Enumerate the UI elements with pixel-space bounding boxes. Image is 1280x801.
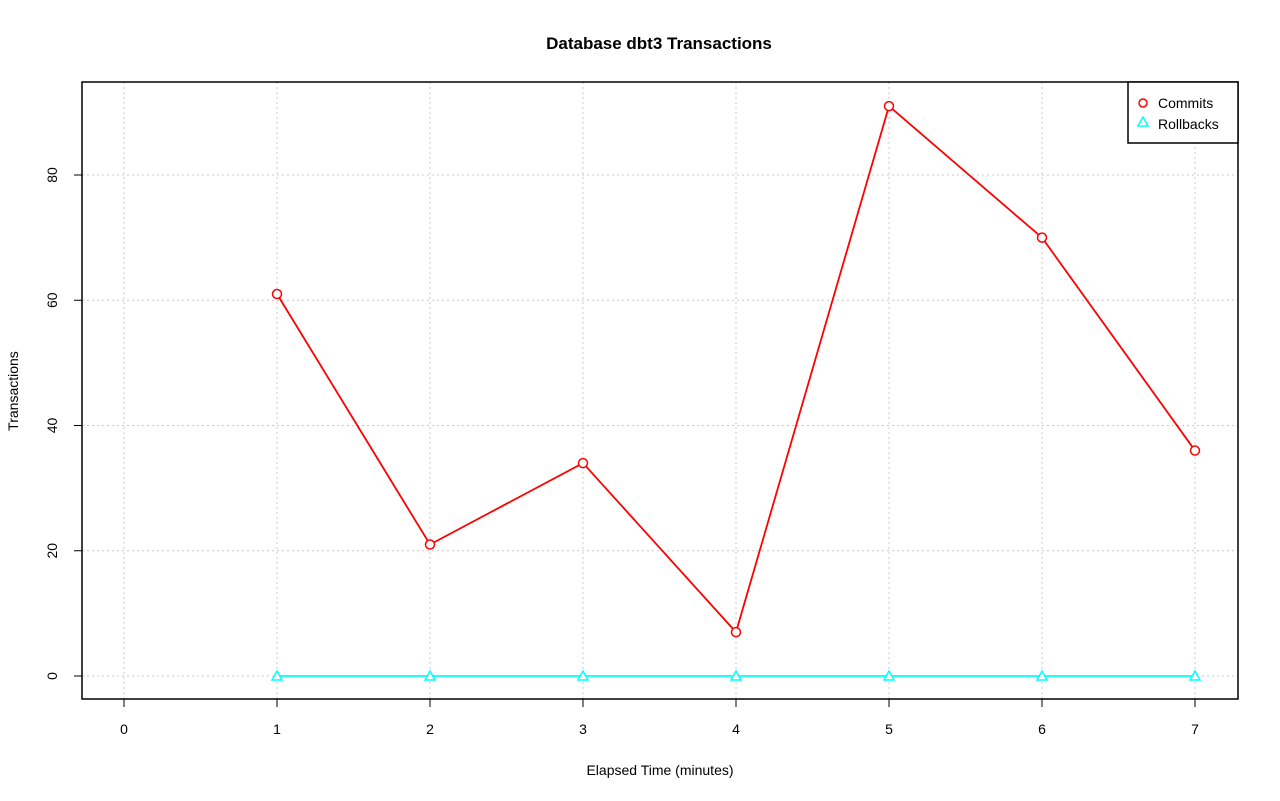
- legend-commits-marker: [1138, 98, 1148, 108]
- y-axis-label: Transactions: [5, 351, 21, 431]
- data-point-rollbacks: [729, 669, 743, 681]
- x-tick-label: 0: [120, 721, 128, 737]
- x-tick-label: 4: [732, 721, 740, 737]
- legend: Commits Rollbacks: [1127, 81, 1239, 144]
- x-tick-label: 1: [273, 721, 281, 737]
- data-point-rollbacks: [1035, 669, 1049, 681]
- data-point-commits: [424, 539, 436, 550]
- x-tick-label: 3: [579, 721, 587, 737]
- x-tick-label: 2: [426, 721, 434, 737]
- data-point-rollbacks: [1188, 669, 1202, 681]
- x-tick-label: 7: [1191, 721, 1199, 737]
- y-tick-label: 40: [44, 418, 60, 434]
- y-tick-label: 80: [44, 167, 60, 183]
- x-tick-label: 5: [885, 721, 893, 737]
- data-point-commits: [577, 457, 589, 469]
- plot-frame: [81, 81, 1239, 700]
- x-axis: 0 1 2 3 4 5 6 7: [120, 699, 1199, 737]
- y-tick-label: 0: [44, 672, 60, 680]
- data-point-rollbacks: [576, 669, 590, 681]
- legend-rollbacks-marker: [1136, 115, 1150, 127]
- data-point-commits: [1189, 445, 1201, 456]
- y-tick-label: 60: [44, 292, 60, 308]
- data-point-commits: [730, 626, 742, 638]
- legend-commits-label: Commits: [1158, 95, 1213, 111]
- legend-rollbacks-label: Rollbacks: [1158, 116, 1219, 132]
- series-layer: [270, 100, 1202, 681]
- data-point-rollbacks: [882, 669, 896, 681]
- data-point-commits: [271, 288, 283, 300]
- data-point-commits: [1036, 232, 1048, 243]
- y-tick-label: 20: [44, 543, 60, 559]
- data-point-commits: [883, 100, 895, 112]
- x-axis-label: Elapsed Time (minutes): [586, 762, 733, 778]
- x-tick-label: 6: [1038, 721, 1046, 737]
- data-point-rollbacks: [423, 669, 437, 681]
- data-point-rollbacks: [270, 669, 284, 681]
- chart-title: Database dbt3 Transactions: [546, 34, 772, 53]
- y-axis: 0 20 40 60 80: [44, 167, 82, 680]
